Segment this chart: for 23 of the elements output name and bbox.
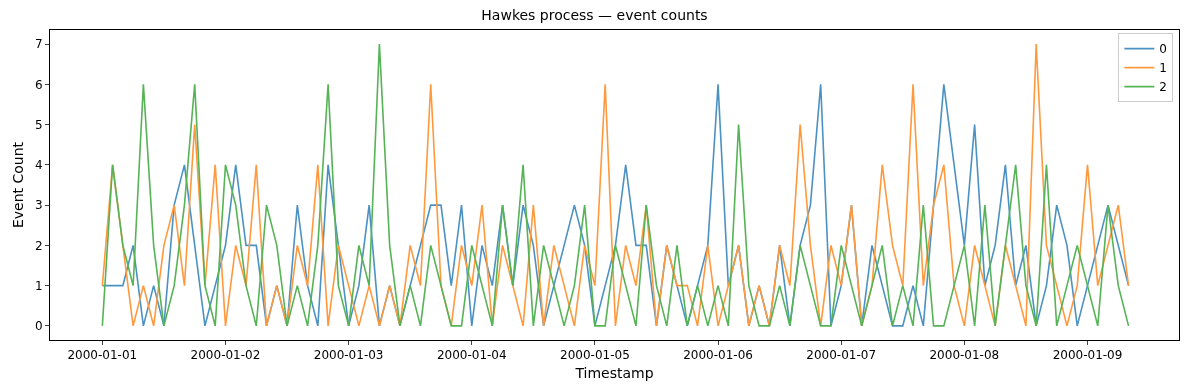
x-tick-label: 2000-01-01 xyxy=(67,348,138,363)
x-tick-label: 2000-01-08 xyxy=(929,348,1000,363)
y-tick-label: 3 xyxy=(34,198,43,213)
y-tick-label: 1 xyxy=(34,278,43,293)
x-tick-label: 2000-01-03 xyxy=(313,348,384,363)
x-tick-label: 2000-01-05 xyxy=(560,348,630,363)
y-tick-label: 5 xyxy=(34,117,43,132)
legend-label: 2 xyxy=(1159,80,1167,95)
x-tick-label: 2000-01-04 xyxy=(436,348,507,363)
y-axis-title: Event Count xyxy=(9,141,26,229)
y-tick-label: 7 xyxy=(34,37,43,52)
y-tick-label: 4 xyxy=(34,158,43,173)
x-tick-label: 2000-01-06 xyxy=(683,348,753,363)
legend-label: 1 xyxy=(1159,61,1167,76)
x-tick-label: 2000-01-02 xyxy=(190,348,261,363)
x-axis-title: Timestamp xyxy=(574,364,654,381)
chart-title: Hawkes process — event counts xyxy=(481,6,708,23)
x-tick-label: 2000-01-09 xyxy=(1052,348,1123,363)
y-tick-label: 2 xyxy=(34,238,43,253)
y-tick-label: 6 xyxy=(34,77,43,92)
y-tick-label: 0 xyxy=(34,319,43,334)
legend-label: 0 xyxy=(1159,42,1167,57)
x-tick-label: 2000-01-07 xyxy=(806,348,877,363)
